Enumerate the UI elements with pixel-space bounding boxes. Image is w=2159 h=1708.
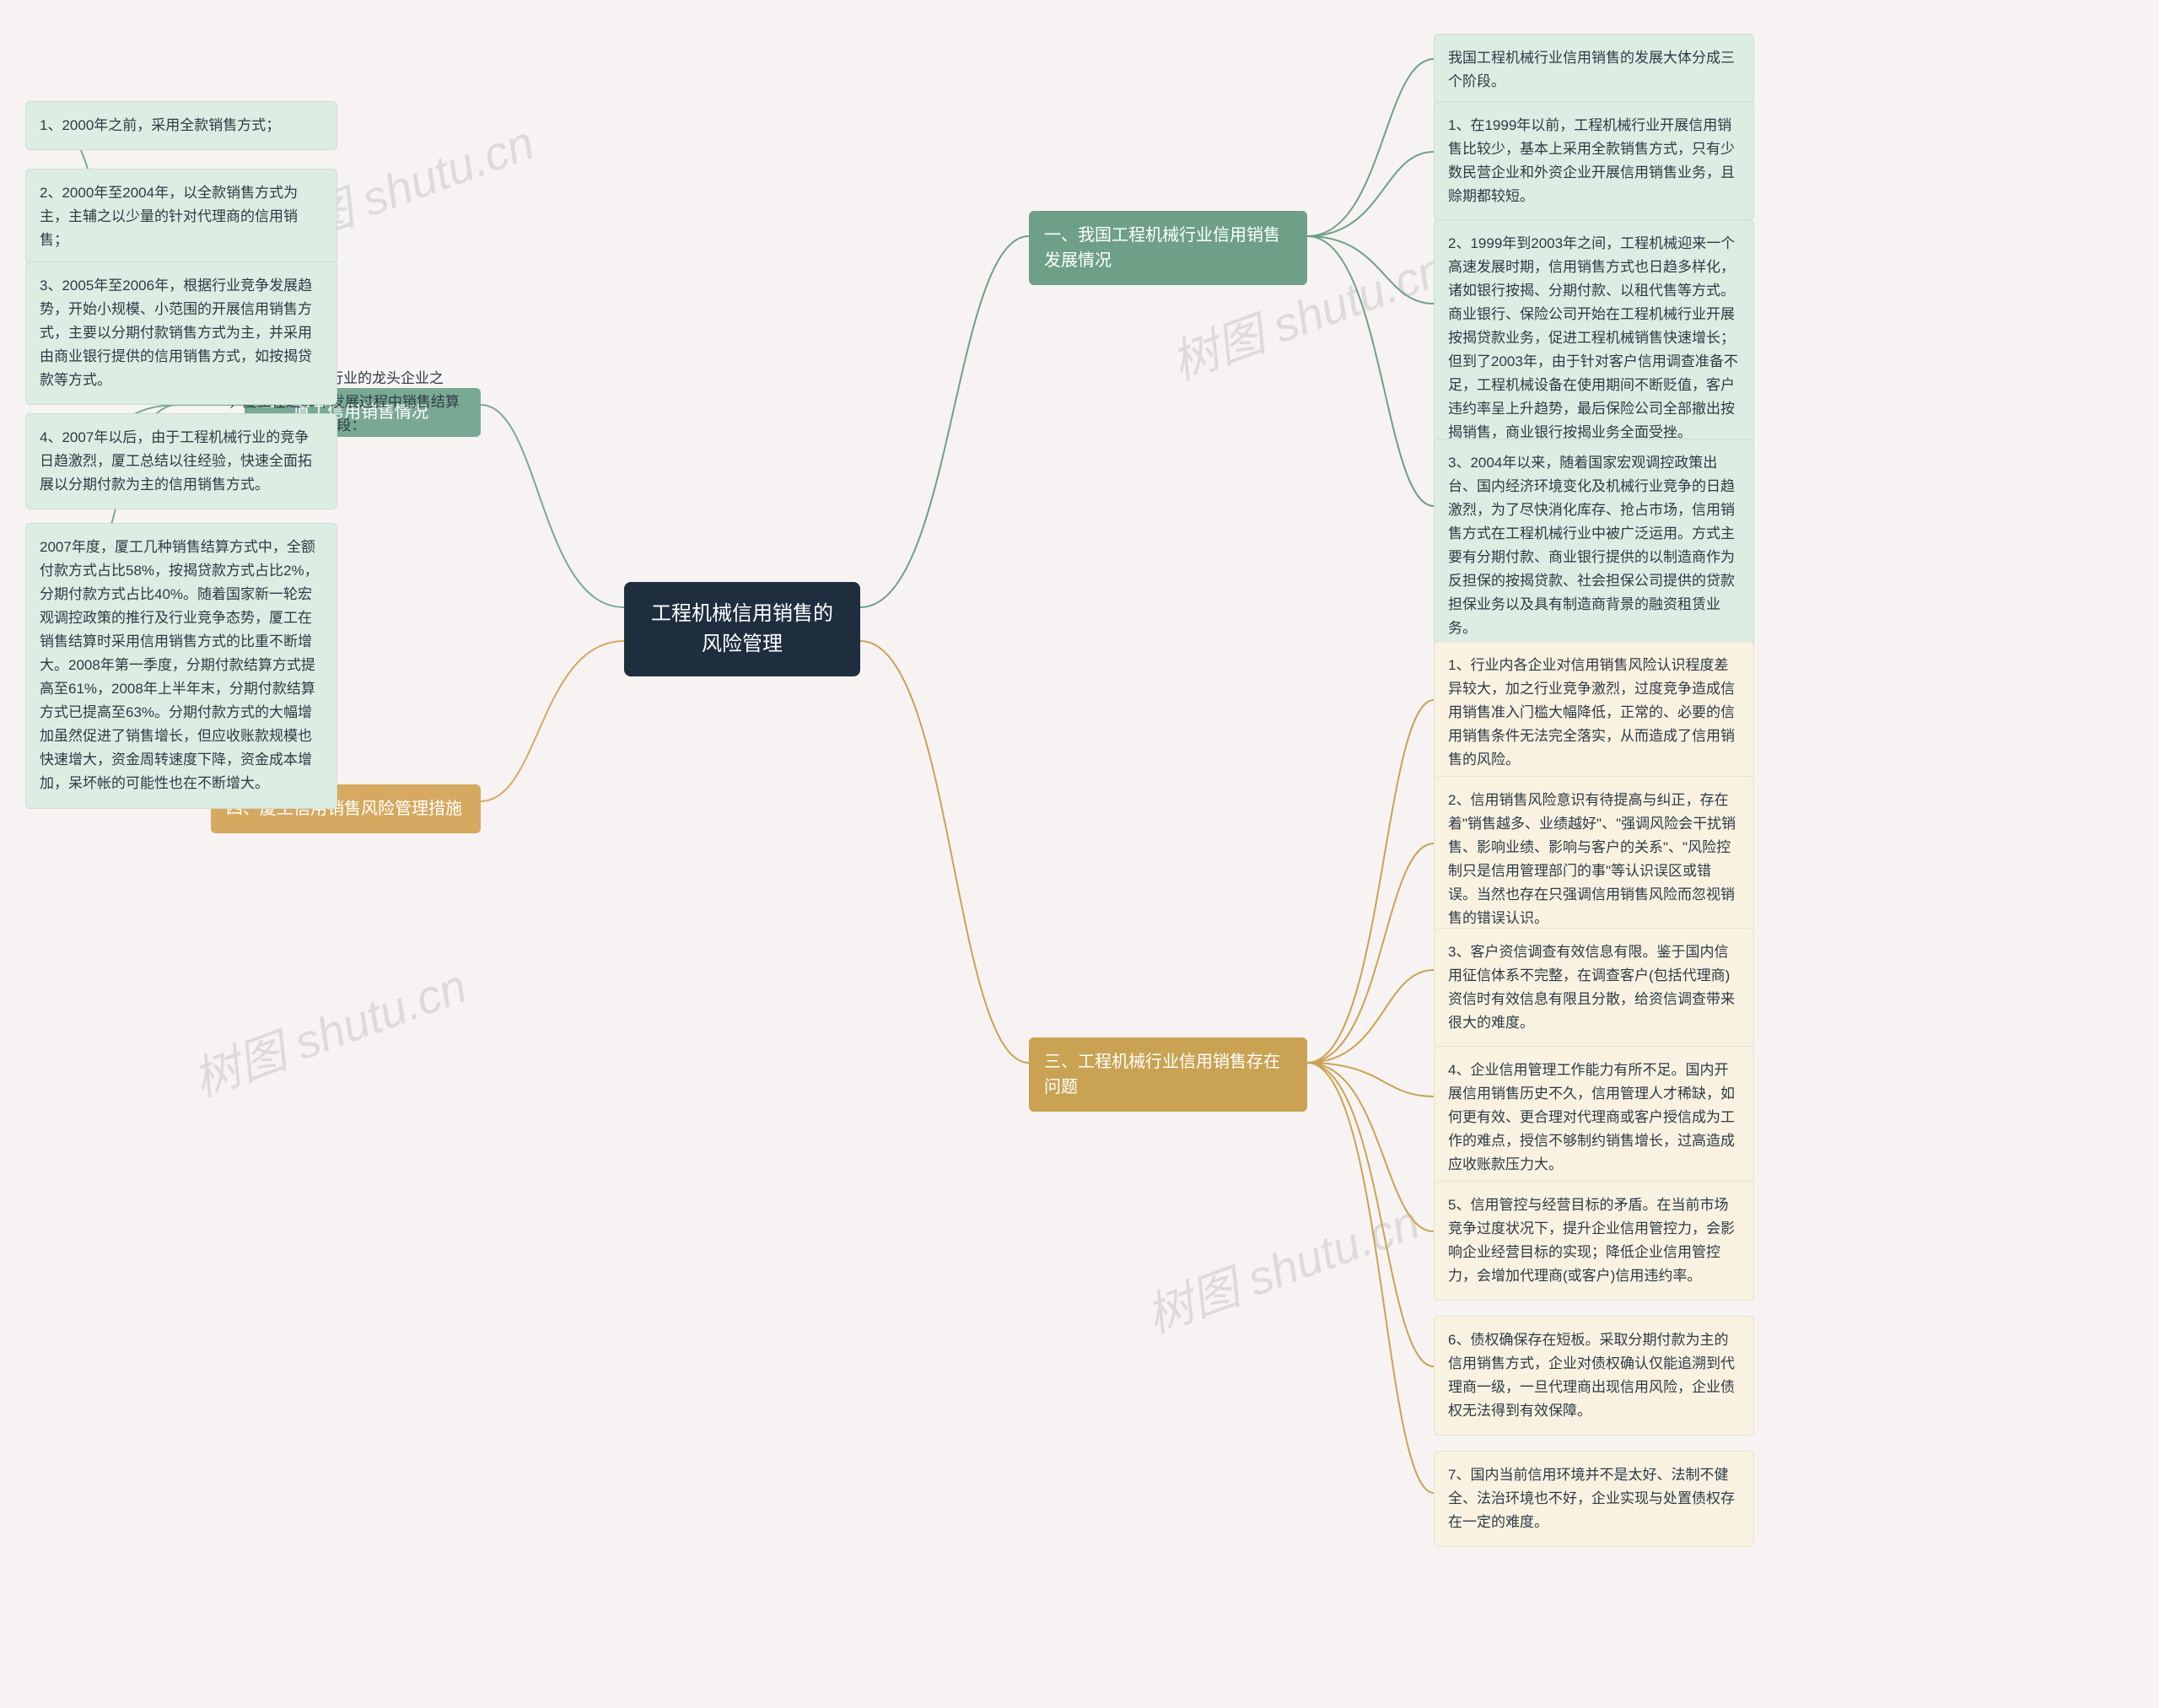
leaf-two-4: 2007年度，厦工几种销售结算方式中，全额付款方式占比58%，按揭贷款方式占比2… bbox=[25, 523, 337, 809]
leaf-one-1: 1、在1999年以前，工程机械行业开展信用销售比较少，基本上采用全款销售方式，只… bbox=[1434, 101, 1754, 221]
watermark: 树图 shutu.cn bbox=[182, 948, 475, 1110]
leaf-three-1: 2、信用销售风险意识有待提高与纠正，存在着"销售越多、业绩越好"、"强调风险会干… bbox=[1434, 776, 1754, 943]
branch-three[interactable]: 三、工程机械行业信用销售存在问题 bbox=[1029, 1037, 1307, 1112]
leaf-one-0: 我国工程机械行业信用销售的发展大体分成三个阶段。 bbox=[1434, 34, 1754, 106]
leaf-three-2: 3、客户资信调查有效信息有限。鉴于国内信用征信体系不完整，在调查客户(包括代理商… bbox=[1434, 928, 1754, 1048]
leaf-two-0: 1、2000年之前，采用全款销售方式； bbox=[25, 101, 337, 150]
leaf-three-3: 4、企业信用管理工作能力有所不足。国内开展信用销售历史不久，信用管理人才稀缺，如… bbox=[1434, 1046, 1754, 1189]
leaf-two-2: 3、2005年至2006年，根据行业竞争发展趋势，开始小规模、小范围的开展信用销… bbox=[25, 261, 337, 405]
leaf-three-0: 1、行业内各企业对信用销售风险认识程度差异较大，加之行业竞争激烈，过度竞争造成信… bbox=[1434, 641, 1754, 784]
leaf-two-3: 4、2007年以后，由于工程机械行业的竞争日趋激烈，厦工总结以往经验，快速全面拓… bbox=[25, 413, 337, 509]
leaf-one-2: 2、1999年到2003年之间，工程机械迎来一个高速发展时期，信用销售方式也日趋… bbox=[1434, 219, 1754, 457]
watermark: 树图 shutu.cn bbox=[1135, 1184, 1428, 1346]
leaf-three-4: 5、信用管控与经营目标的矛盾。在当前市场竞争过度状况下，提升企业信用管控力，会影… bbox=[1434, 1181, 1754, 1301]
leaf-one-3: 3、2004年以来，随着国家宏观调控政策出台、国内经济环境变化及机械行业竞争的日… bbox=[1434, 439, 1754, 653]
branch-one[interactable]: 一、我国工程机械行业信用销售发展情况 bbox=[1029, 211, 1307, 285]
root-node: 工程机械信用销售的风险管理 bbox=[624, 582, 860, 676]
leaf-three-5: 6、债权确保存在短板。采取分期付款为主的信用销售方式，企业对债权确认仅能追溯到代… bbox=[1434, 1316, 1754, 1436]
leaf-two-1: 2、2000年至2004年，以全款销售方式为主，主辅之以少量的针对代理商的信用销… bbox=[25, 169, 337, 265]
leaf-three-6: 7、国内当前信用环境并不是太好、法制不健全、法治环境也不好，企业实现与处置债权存… bbox=[1434, 1451, 1754, 1547]
